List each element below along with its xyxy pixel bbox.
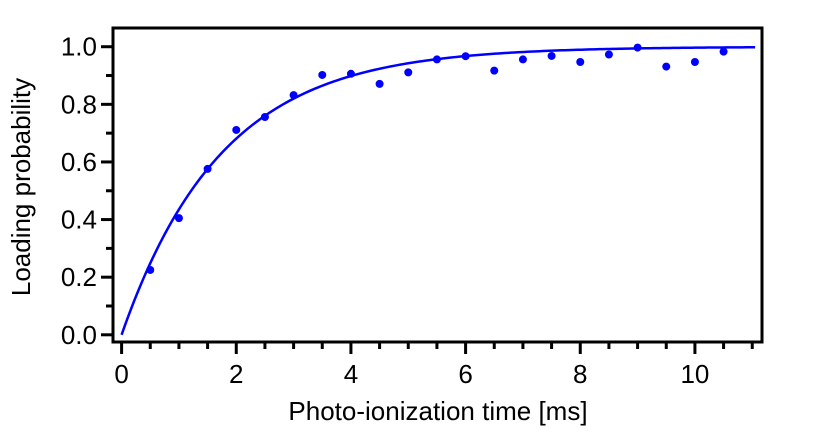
data-point <box>662 62 671 71</box>
data-point <box>146 265 155 274</box>
data-point <box>576 57 585 66</box>
y-axis: 0.0 0.2 0.4 0.6 0.8 1.0 <box>61 32 113 350</box>
y-tick-label: 1.0 <box>61 32 97 62</box>
data-point <box>432 55 441 64</box>
data-point <box>203 164 212 173</box>
plot-frame <box>111 26 764 344</box>
data-point <box>375 79 384 88</box>
data-point <box>633 43 642 52</box>
data-point <box>404 68 413 77</box>
y-tick-label: 0.8 <box>61 89 97 119</box>
x-tick-label: 0 <box>114 359 128 389</box>
data-point <box>518 55 527 64</box>
data-point <box>289 91 298 100</box>
y-tick-label: 0.0 <box>61 320 97 350</box>
data-point <box>461 52 470 61</box>
y-tick-label: 0.2 <box>61 262 97 292</box>
y-tick-label: 0.4 <box>61 205 97 235</box>
fit-curve <box>120 46 756 336</box>
x-tick-label: 6 <box>458 359 472 389</box>
data-point <box>690 57 699 66</box>
data-point <box>232 125 241 134</box>
data-point <box>490 66 499 75</box>
y-axis-label: Loading probability <box>6 78 36 296</box>
x-tick-label: 4 <box>344 359 358 389</box>
plot-area <box>120 43 756 336</box>
x-axis: 0 2 4 6 8 10 <box>114 342 754 389</box>
data-point <box>604 50 613 59</box>
data-point <box>174 214 183 223</box>
data-point <box>547 51 556 60</box>
x-tick-label: 8 <box>573 359 587 389</box>
data-point <box>719 47 728 56</box>
data-point <box>260 113 269 122</box>
data-point <box>318 70 327 79</box>
x-axis-label: Photo-ionization time [ms] <box>288 396 587 426</box>
x-tick-label: 2 <box>229 359 243 389</box>
y-tick-label: 0.6 <box>61 147 97 177</box>
x-tick-label: 10 <box>680 359 709 389</box>
data-point <box>346 69 355 78</box>
